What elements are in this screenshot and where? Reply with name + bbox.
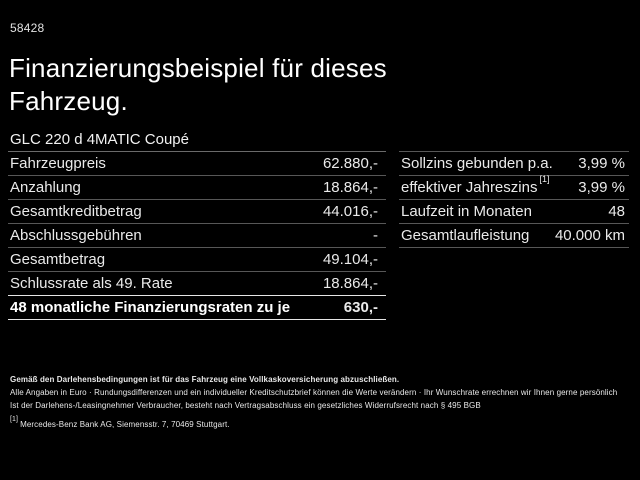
row-label-text: effektiver Jahreszins xyxy=(401,179,538,196)
table-row-total-amount: Gesamtbetrag 49.104,- xyxy=(8,248,386,272)
row-label: Gesamtlaufleistung xyxy=(401,227,530,244)
row-label: Gesamtkreditbetrag xyxy=(10,203,142,220)
table-row-effective-interest: effektiver Jahreszins [1] 3,99 % xyxy=(399,174,629,200)
row-value: 48 xyxy=(608,203,625,220)
row-label: Gesamtbetrag xyxy=(10,251,106,268)
row-label: Schlussrate als 49. Rate xyxy=(10,275,173,292)
table-row-monthly-rate: 48 monatliche Finanzierungsraten zu je 6… xyxy=(8,295,386,320)
row-value: 49.104,- xyxy=(322,251,378,268)
row-label: Laufzeit in Monaten xyxy=(401,203,532,220)
vehicle-model-header: GLC 220 d 4MATIC Coupé xyxy=(8,128,386,152)
table-row-nominal-interest: Sollzins gebunden p.a. 3,99 % xyxy=(399,152,629,176)
row-value: 3,99 % xyxy=(578,179,625,196)
page-title-line2: Fahrzeug. xyxy=(9,86,128,116)
row-value: 18.864,- xyxy=(322,179,378,196)
row-label: Anzahlung xyxy=(10,179,81,196)
row-value: - xyxy=(373,227,378,244)
page-title: Finanzierungsbeispiel für dieses Fahrzeu… xyxy=(9,52,387,118)
row-value: 630,- xyxy=(343,299,378,316)
row-value: 18.864,- xyxy=(322,275,378,292)
row-value: 62.880,- xyxy=(322,155,378,172)
footnote-marker: [1] xyxy=(10,416,19,424)
footnote-text: Mercedes-Benz Bank AG, Siemensstr. 7, 70… xyxy=(20,420,230,429)
table-row-vehicle-price: Fahrzeugpreis 62.880,- xyxy=(8,152,386,176)
table-row-closing-fees: Abschlussgebühren - xyxy=(8,224,386,248)
footer-disclaimer-line2: Ist der Darlehens-/Leasingnehmer Verbrau… xyxy=(10,401,481,410)
row-label: Abschlussgebühren xyxy=(10,227,142,244)
reference-number: 58428 xyxy=(10,21,45,35)
row-label: Sollzins gebunden p.a. xyxy=(401,155,553,172)
table-row-down-payment: Anzahlung 18.864,- xyxy=(8,176,386,200)
footer-bank-footnote: [1]Mercedes-Benz Bank AG, Siemensstr. 7,… xyxy=(10,416,632,431)
page-title-line1: Finanzierungsbeispiel für dieses xyxy=(9,53,387,83)
table-row-final-installment: Schlussrate als 49. Rate 18.864,- xyxy=(8,272,386,296)
row-value: 44.016,- xyxy=(322,203,378,220)
table-row-total-mileage: Gesamtlaufleistung 40.000 km xyxy=(399,224,629,248)
legal-footer: Gemäß den Darlehensbedingungen ist für d… xyxy=(10,373,632,431)
row-value: 3,99 % xyxy=(578,155,625,172)
footer-insurance-note: Gemäß den Darlehensbedingungen ist für d… xyxy=(10,375,400,384)
table-row-term-months: Laufzeit in Monaten 48 xyxy=(399,200,629,224)
conditions-table: Sollzins gebunden p.a. 3,99 % effektiver… xyxy=(399,151,629,248)
row-label: effektiver Jahreszins [1] xyxy=(399,174,550,199)
table-row-total-credit: Gesamtkreditbetrag 44.016,- xyxy=(8,200,386,224)
footer-disclaimer-line1: Alle Angaben in Euro · Rundungsdifferenz… xyxy=(10,388,618,397)
row-value: 40.000 km xyxy=(554,227,625,244)
financing-table: GLC 220 d 4MATIC Coupé Fahrzeugpreis 62.… xyxy=(8,128,386,320)
row-label: 48 monatliche Finanzierungsraten zu je xyxy=(10,299,291,316)
footnote-marker: [1] xyxy=(539,174,550,184)
row-label: Fahrzeugpreis xyxy=(10,155,106,172)
